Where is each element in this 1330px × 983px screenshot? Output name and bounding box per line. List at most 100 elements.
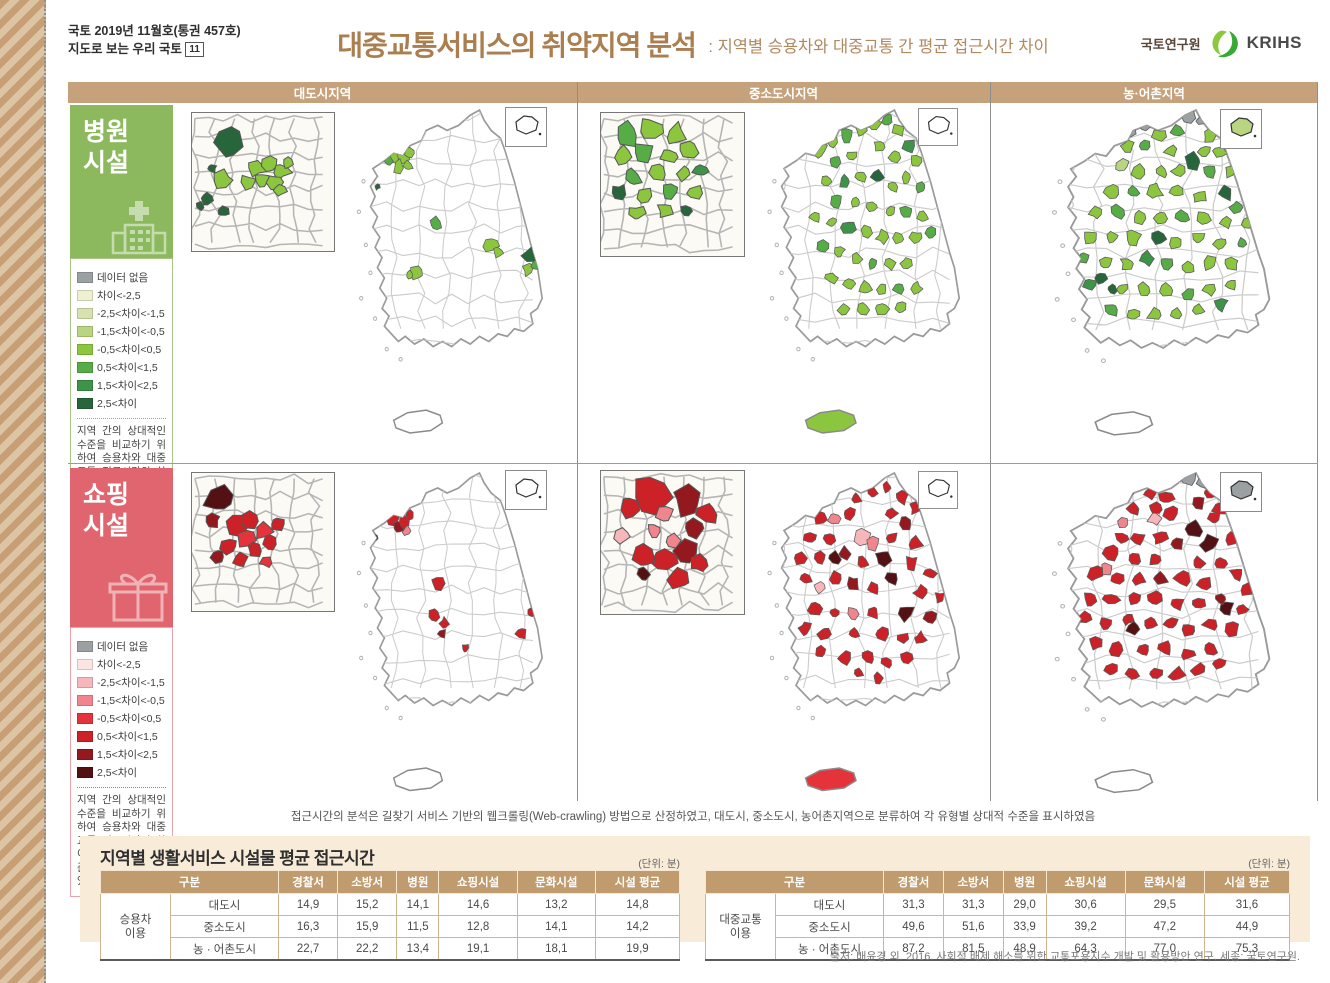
table-transit-access-time: 구분 경찰서 소방서 병원 쇼핑시설 문화시설 시설 평균 대중교통 이용 대도시 31,3 31,3… xyxy=(705,870,1291,961)
header-cell: 병원 xyxy=(396,870,440,894)
value-cell: 15,2 xyxy=(337,893,398,916)
legend-label: -2,5<차이<-1,5 xyxy=(97,677,165,689)
metro-inset-hospital-metropolitan xyxy=(190,112,335,252)
value-cell: 14,9 xyxy=(277,893,339,916)
island-inset-shopping-smallcity xyxy=(918,471,958,509)
logo-abbr: KRIHS xyxy=(1246,33,1302,52)
facility-title-shopping: 쇼핑 시설 xyxy=(83,481,130,540)
header-cell: 경찰서 xyxy=(277,870,339,894)
value-cell: 15,9 xyxy=(337,915,398,938)
table-row: 농 · 어촌도시 87,2 81,5 48,9 64,3 77,0 75,3 xyxy=(706,937,1291,961)
legend-label: -0,5<차이<0,5 xyxy=(97,344,162,356)
row-divider xyxy=(68,463,1318,464)
legend-items-shopping: 데이터 없음 차이<-2,5 -2,5<차이<-1,5 -1,5<차이<-0,5 -0,… xyxy=(77,639,166,780)
page-edge-stripes xyxy=(0,0,46,983)
value-cell: 44,9 xyxy=(1203,915,1291,938)
column-divider-1 xyxy=(577,82,578,801)
value-cell: 22,7 xyxy=(277,937,339,961)
legend-item: 1,5<차이<2,5 xyxy=(77,747,166,762)
korea-map-hospital-metropolitan xyxy=(338,105,570,461)
value-cell: 51,6 xyxy=(942,915,1004,938)
row-name: 농 · 어촌도시 xyxy=(775,937,884,961)
korea-map-shopping-smallcity xyxy=(748,468,988,818)
value-cell: 30,6 xyxy=(1045,893,1126,916)
value-cell: 13,2 xyxy=(516,893,596,916)
legend-swatch xyxy=(77,308,93,319)
korea-map-hospital-smallcity xyxy=(748,105,988,461)
value-cell: 31,6 xyxy=(1203,893,1291,916)
issue-number-box: 11 xyxy=(185,42,204,57)
value-cell: 11,5 xyxy=(396,915,440,938)
legend-item: -1,5<차이<-0,5 xyxy=(77,693,166,708)
page-subtitle: : 지역별 승용차와 대중교통 간 평균 접근시간 차이 xyxy=(708,38,1049,56)
legend-swatch xyxy=(77,380,93,391)
value-cell: 31,3 xyxy=(942,893,1004,916)
facility-panel-shopping: 쇼핑 시설 xyxy=(70,468,173,627)
legend-swatch xyxy=(77,362,93,373)
legend-swatch xyxy=(77,344,93,355)
value-cell: 14,1 xyxy=(396,893,440,916)
header-cell: 시설 평균 xyxy=(1203,870,1291,894)
value-cell: 19,1 xyxy=(438,937,518,961)
legend-item: 0,5<차이<1,5 xyxy=(77,360,166,375)
value-cell: 29,0 xyxy=(1002,893,1047,916)
value-cell: 14,8 xyxy=(594,893,681,916)
hospital-icon xyxy=(111,201,167,255)
table-header-row: 구분 경찰서 소방서 병원 쇼핑시설 문화시설 시설 평균 xyxy=(100,870,681,894)
legend-item: 2,5<차이 xyxy=(77,765,166,780)
legend-label: 2,5<차이 xyxy=(97,398,138,410)
header-cell: 문화시설 xyxy=(1124,870,1205,894)
krihs-logo-icon xyxy=(1212,30,1238,58)
issue-line2: 지도로 보는 우리 국토 11 xyxy=(68,40,241,58)
island-inset-hospital-smallcity xyxy=(918,108,958,146)
korea-map-hospital-rural xyxy=(1030,105,1302,463)
legend-item: -1,5<차이<-0,5 xyxy=(77,324,166,339)
logo-korean-name: 국토연구원 xyxy=(1140,36,1201,52)
metro-inset-hospital-smallcity xyxy=(597,112,745,257)
header-cell: 쇼핑시설 xyxy=(1045,870,1126,894)
legend-label: -1,5<차이<-0,5 xyxy=(97,695,165,707)
issue-line1: 국토 2019년 11월호(통권 457호) xyxy=(68,24,241,38)
legend-swatch xyxy=(77,641,93,652)
legend-item: 2,5<차이 xyxy=(77,396,166,411)
legend-label: 1,5<차이<2,5 xyxy=(97,380,158,392)
value-cell: 19,9 xyxy=(594,937,681,961)
value-cell: 48,9 xyxy=(1002,937,1047,961)
value-cell: 18,1 xyxy=(516,937,596,961)
row-group-label: 대중교통 이용 xyxy=(705,893,776,961)
column-header-rural: 농·어촌지역 xyxy=(990,82,1318,103)
metro-inset-shopping-metropolitan xyxy=(188,472,335,612)
legend-swatch xyxy=(77,713,93,724)
legend-label: 차이<-2,5 xyxy=(97,290,141,302)
value-cell: 39,2 xyxy=(1045,915,1126,938)
header-gubun: 구분 xyxy=(100,870,279,894)
legend-item: 데이터 없음 xyxy=(77,270,166,285)
legend-label: -2,5<차이<-1,5 xyxy=(97,308,165,320)
legend-item: 데이터 없음 xyxy=(77,639,166,654)
header-gubun: 구분 xyxy=(705,870,884,894)
legend-label: 2,5<차이 xyxy=(97,767,138,779)
table-car-access-time: 구분 경찰서 소방서 병원 쇼핑시설 문화시설 시설 평균 승용차 이용 대도시 14,9 15,2 1… xyxy=(100,870,681,961)
value-cell: 47,2 xyxy=(1124,915,1205,938)
unit-label-right: (단위: 분) xyxy=(1248,858,1290,870)
table-header-row: 구분 경찰서 소방서 병원 쇼핑시설 문화시설 시설 평균 xyxy=(705,870,1291,894)
value-cell: 29,5 xyxy=(1124,893,1205,916)
source-citation: 출처: 배윤경 외. 2016. 사회적 배제 해소를 위한 교통포용지수 개발… xyxy=(829,951,1300,963)
page-title: 대중교통서비스의 취약지역 분석 xyxy=(337,31,697,62)
column-header-metropolitan: 대도시지역 xyxy=(68,82,577,103)
row-group-label: 승용차 이용 xyxy=(100,893,171,961)
legend-label: 차이<-2,5 xyxy=(97,659,141,671)
header-title-row: 대중교통서비스의 취약지역 분석 : 지역별 승용차와 대중교통 간 평균 접근… xyxy=(68,24,1318,64)
table-row: 승용차 이용 대도시 14,9 15,2 14,1 14,6 13,2 14,8 xyxy=(100,893,681,961)
krihs-logo: 국토연구원 KRIHS xyxy=(1141,28,1302,58)
legend-label: 0,5<차이<1,5 xyxy=(97,731,158,743)
row-name: 대도시 xyxy=(170,893,279,916)
legend-item: -2,5<차이<-1,5 xyxy=(77,306,166,321)
island-inset-hospital-rural xyxy=(1220,109,1262,149)
value-cell: 14,6 xyxy=(438,893,518,916)
grid-right-border xyxy=(1317,82,1318,801)
tables-section-title: 지역별 생활서비스 시설물 평균 접근시간 xyxy=(100,849,375,868)
legend-swatch xyxy=(77,749,93,760)
legend-label: 데이터 없음 xyxy=(97,641,149,653)
header-cell: 쇼핑시설 xyxy=(438,870,518,894)
